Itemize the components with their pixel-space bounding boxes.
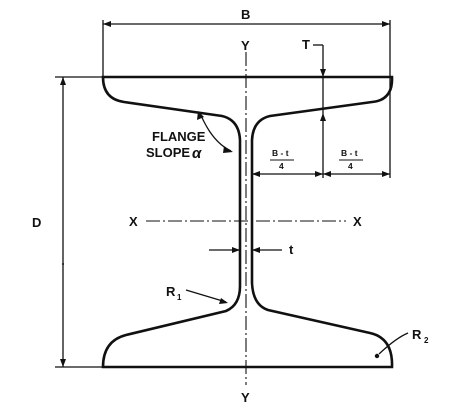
d-arrow-bottom [60, 359, 66, 367]
x-axis-label-left: X [129, 214, 138, 229]
dot-mark [62, 263, 64, 265]
b-label: B [241, 7, 250, 22]
r2-dot [374, 353, 380, 359]
web-thickness-label: t [289, 242, 294, 257]
b-arrow-left [103, 21, 111, 27]
flange-slope-alpha: α [192, 145, 202, 162]
fraction-2-numerator: B - t [341, 148, 358, 158]
y-axis-label-bottom: Y [241, 390, 250, 405]
r2-leader [378, 332, 409, 355]
web-t-arrow-right [252, 247, 260, 253]
t-flange-label: T [302, 37, 310, 52]
quarter-arrow-left [252, 171, 260, 177]
quarter-arrow-right [382, 171, 390, 177]
d-arrow-top [60, 77, 66, 85]
quarter-arrow-mid-right [323, 171, 331, 177]
r1-subscript: 1 [177, 293, 182, 302]
r2-subscript: 2 [424, 336, 429, 345]
flange-slope-arrow-top [197, 111, 204, 120]
b-arrow-right [382, 21, 390, 27]
r1-leader [185, 289, 227, 303]
fraction-1-numerator: B - t [272, 148, 289, 158]
x-axis-label-right: X [353, 214, 362, 229]
flange-slope-label-line1: FLANGE [152, 129, 206, 144]
d-label: D [32, 215, 41, 230]
flange-slope-arrow-bottom [223, 146, 233, 153]
r1-label: R [166, 284, 176, 299]
r2-label: R [412, 327, 422, 342]
fraction-1-denominator: 4 [279, 161, 284, 171]
r1-arrow [219, 298, 228, 304]
y-axis-label-top: Y [241, 38, 250, 53]
t-flange-arrow-down [320, 69, 326, 77]
quarter-arrow-mid-left [315, 171, 323, 177]
t-flange-arrow-up [320, 113, 326, 121]
fraction-2-denominator: 4 [348, 161, 353, 171]
beam-outline [101, 75, 394, 369]
web-t-arrow-left [232, 247, 240, 253]
flange-slope-label-line2: SLOPE [146, 145, 190, 160]
